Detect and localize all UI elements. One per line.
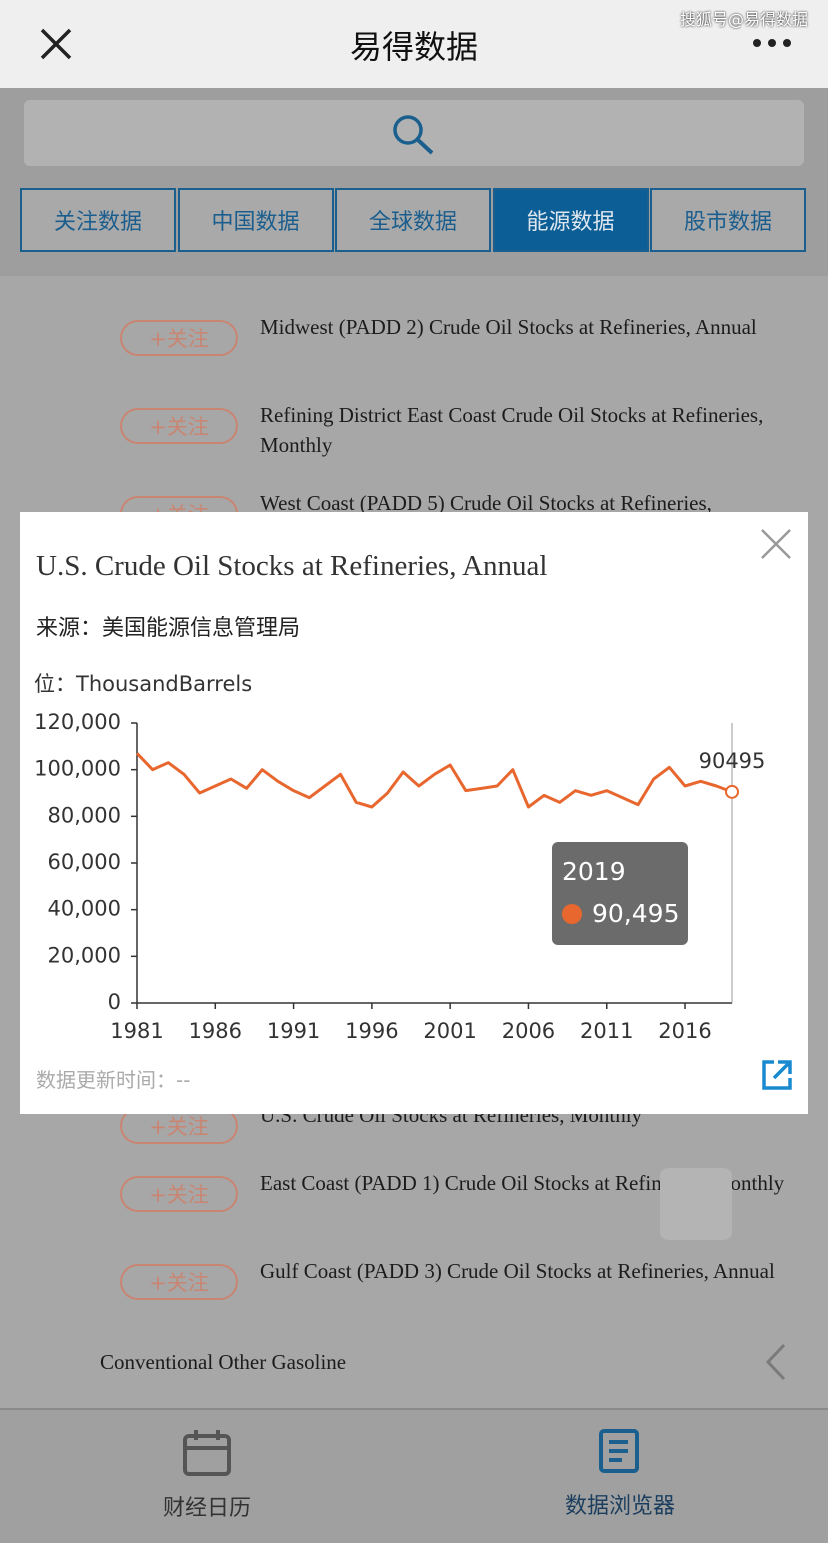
x-tick-label: 1986 bbox=[189, 1019, 242, 1043]
y-tick-label: 60,000 bbox=[48, 850, 121, 874]
x-tick-label: 1996 bbox=[345, 1019, 398, 1043]
y-tick-label: 20,000 bbox=[48, 943, 121, 967]
bottom-nav: 财经日历 数据浏览器 bbox=[0, 1408, 828, 1543]
unit: 位：ThousandBarrels bbox=[34, 672, 253, 696]
nav-item[interactable]: 数据浏览器 bbox=[564, 1494, 675, 1519]
chart: 0 20,000 40,000 60,000 80,000 100,000 120,000 1… bbox=[34, 710, 766, 1043]
section-title[interactable]: Conventional Other Gasoline bbox=[100, 1350, 347, 1374]
search-icon bbox=[393, 115, 434, 155]
x-tick-label: 2011 bbox=[580, 1019, 633, 1043]
y-tick-label: 100,000 bbox=[34, 757, 121, 781]
tab[interactable]: 股市数据 bbox=[650, 188, 806, 252]
tooltip-x: 2019 bbox=[562, 857, 626, 886]
app-title: 易得数据 bbox=[349, 28, 478, 66]
header: 易得数据 搜狐号@易得数据 bbox=[0, 0, 828, 88]
follow-button[interactable]: +关注 bbox=[120, 1176, 238, 1212]
tooltip-value: 90,495 bbox=[592, 899, 679, 928]
update-time: 数据更新时间：-- bbox=[36, 1068, 191, 1092]
back-arrow[interactable] bbox=[762, 1342, 790, 1382]
item-title[interactable]: Refining District East Coast Crude Oil S… bbox=[260, 403, 764, 457]
browser-icon bbox=[599, 1429, 639, 1473]
item-title[interactable]: Gulf Coast (PADD 3) Crude Oil Stocks at … bbox=[260, 1259, 775, 1283]
x-tick-label: 2016 bbox=[658, 1019, 711, 1043]
y-tick-label: 0 bbox=[108, 990, 121, 1014]
y-tick-label: 120,000 bbox=[34, 710, 121, 734]
tooltip bbox=[552, 842, 688, 945]
more-button[interactable] bbox=[752, 38, 792, 48]
modal-title: U.S. Crude Oil Stocks at Refineries, Ann… bbox=[36, 550, 548, 582]
data-line bbox=[135, 752, 733, 809]
y-tick-label: 40,000 bbox=[48, 897, 121, 921]
close-button[interactable] bbox=[38, 26, 74, 62]
tooltip-marker bbox=[562, 904, 582, 924]
tab[interactable]: 中国数据 bbox=[177, 188, 334, 252]
item-title[interactable]: West Coast (PADD 5) Crude Oil Stocks at … bbox=[260, 491, 712, 515]
source: 来源：美国能源信息管理局 bbox=[36, 616, 301, 641]
tab[interactable]: 关注数据 bbox=[20, 188, 176, 252]
highlight-point bbox=[725, 784, 739, 799]
follow-button[interactable]: +关注 bbox=[120, 1264, 238, 1300]
calendar-icon bbox=[183, 1430, 231, 1476]
float-button[interactable] bbox=[660, 1168, 732, 1240]
follow-button[interactable]: +关注 bbox=[120, 408, 238, 444]
x-tick-label: 1981 bbox=[110, 1019, 163, 1043]
x-tick-label: 2006 bbox=[502, 1019, 555, 1043]
watermark: 搜狐号@易得数据 bbox=[680, 10, 809, 29]
x-tick-label: 1991 bbox=[267, 1019, 320, 1043]
search-bar[interactable] bbox=[24, 100, 804, 166]
item-title[interactable]: Midwest (PADD 2) Crude Oil Stocks at Ref… bbox=[260, 315, 757, 339]
y-tick-label: 80,000 bbox=[48, 803, 121, 827]
data-label: 90495 bbox=[699, 749, 766, 773]
tab[interactable]: 全球数据 bbox=[335, 188, 491, 252]
modal: U.S. Crude Oil Stocks at Refineries, Ann… bbox=[20, 512, 808, 1114]
nav-item[interactable]: 财经日历 bbox=[162, 1496, 251, 1521]
open-external[interactable] bbox=[760, 1058, 794, 1092]
follow-button[interactable]: +关注 bbox=[120, 320, 238, 356]
tab[interactable]: 能源数据 bbox=[492, 188, 649, 252]
modal-close[interactable] bbox=[760, 528, 792, 560]
x-tick-label: 2001 bbox=[423, 1019, 476, 1043]
